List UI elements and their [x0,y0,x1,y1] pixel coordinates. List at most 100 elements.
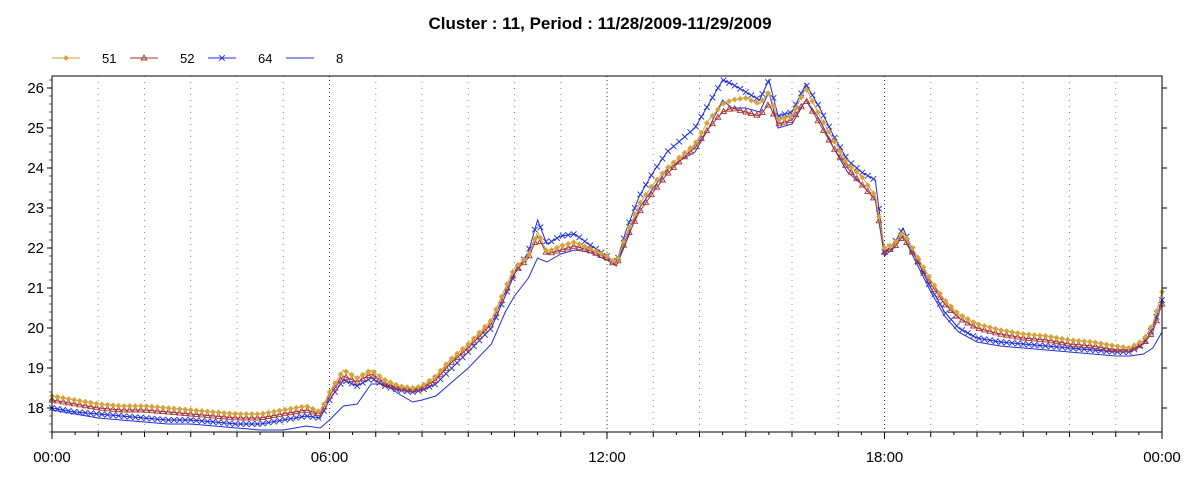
series-point-52 [436,370,445,378]
series-point-64 [737,85,744,92]
series-point-64 [232,420,239,427]
y-tick-label: 20 [27,320,44,337]
series-point-52 [1141,337,1149,345]
series-point-64 [304,413,311,420]
series-point-52 [719,107,728,115]
series-point-52 [1119,346,1127,353]
series-point-51 [809,98,816,104]
series-point-52 [142,406,150,413]
series-point-51 [676,154,683,161]
series-point-52 [203,411,211,418]
y-tick-label: 23 [27,200,44,217]
series-point-52 [370,372,378,379]
series-point-51 [504,281,511,287]
series-point-51 [1048,333,1054,340]
series-point-52 [381,380,389,387]
series-point-52 [425,379,433,387]
series-point-52 [692,142,700,150]
series-point-51 [259,410,266,417]
series-point-64 [953,322,960,329]
series-point-51 [654,176,660,183]
series-point-52 [226,413,234,420]
series-point-52 [92,403,100,411]
series-point-51 [1136,339,1143,346]
series-point-64 [864,172,871,179]
series-point-52 [431,376,439,383]
series-point-52 [359,374,367,382]
series-point-64 [293,414,300,421]
series-line-8 [51,90,1163,431]
series-point-64 [109,412,117,419]
series-point-51 [287,405,294,412]
series-point-51 [665,164,671,171]
series-point-52 [1114,346,1122,353]
series-point-51 [437,367,444,374]
series-point-52 [481,326,489,334]
series-point-64 [559,232,566,239]
series-point-51 [404,384,411,391]
series-point-52 [115,405,123,413]
series-point-52 [681,152,689,160]
series-point-52 [442,364,450,371]
series-point-52 [714,113,722,120]
series-point-52 [575,243,583,250]
series-point-64 [459,354,466,361]
series-point-51 [309,405,316,412]
series-point-52 [753,111,761,118]
series-point-51 [248,411,255,417]
series-point-51 [964,316,971,322]
series-point-64 [132,414,139,421]
series-point-51 [304,403,311,410]
series-point-51 [981,322,988,329]
series-point-51 [565,240,572,247]
series-point-51 [409,385,416,391]
series-point-51 [631,211,638,218]
series-point-51 [975,321,982,328]
series-point-51 [110,402,116,409]
series-point-52 [281,409,289,417]
series-point-51 [476,329,483,336]
series-point-51 [937,290,943,297]
series-52 [48,97,1166,421]
series-point-64 [542,238,550,245]
series-point-52 [925,276,933,284]
series-point-52 [786,116,794,123]
series-point-52 [1069,340,1077,347]
series-point-51 [65,395,72,402]
series-point-52 [164,408,173,415]
series-point-52 [570,242,578,249]
series-point-52 [1130,344,1138,351]
series-point-64 [276,417,283,424]
series-point-52 [1136,341,1144,349]
series-point-64 [870,175,877,183]
series-point-51 [898,231,905,238]
series-point-51 [1075,337,1082,344]
series-point-51 [465,341,472,347]
series-point-51 [1059,335,1066,342]
series-point-52 [1052,337,1061,345]
series-point-52 [858,181,866,188]
series-point-51 [548,247,555,253]
series-point-64 [76,409,83,416]
series-point-64 [947,316,955,323]
x-tick-label: 18:00 [866,449,904,466]
series-point-51 [520,257,527,263]
series-point-51 [931,282,938,289]
series-point-52 [348,375,356,383]
series-point-52 [803,97,811,105]
series-point-64 [126,413,133,420]
series-point-51 [498,293,505,300]
series-point-64 [204,418,211,425]
series-point-52 [953,312,961,319]
series-point-64 [670,143,677,150]
series-point-51 [1014,330,1021,336]
series-point-51 [343,368,350,375]
series-point-51 [787,113,794,120]
series-point-51 [820,119,827,126]
series-point-64 [182,416,189,424]
series-point-64 [764,78,772,86]
series-point-52 [87,402,95,410]
series-point-52 [1047,336,1055,344]
series-point-64 [87,410,94,417]
series-point-64 [703,104,711,111]
